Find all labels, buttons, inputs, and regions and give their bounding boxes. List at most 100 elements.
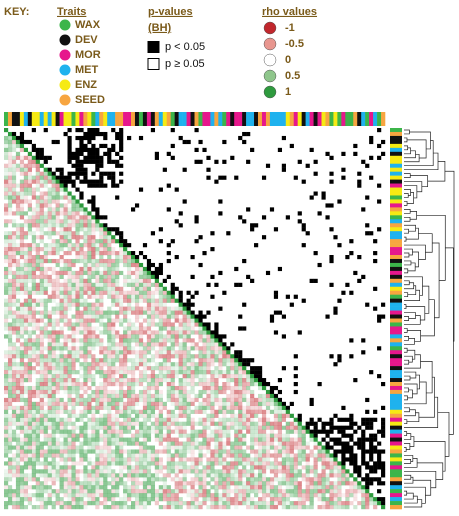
rho-cell (19, 354, 25, 359)
rho-cell (226, 374, 231, 379)
rho-cell (79, 417, 84, 422)
rho-cell (222, 425, 227, 430)
p-cell (119, 171, 124, 176)
rho-cell (349, 481, 354, 486)
rho-cell (87, 437, 92, 442)
p-cell (341, 453, 346, 458)
rho-cell (99, 449, 104, 454)
rho-cell (170, 465, 175, 470)
rho-cell (198, 370, 203, 375)
rho-cell (83, 501, 88, 506)
rho-cell (206, 497, 211, 502)
rho-cell (142, 342, 148, 347)
rho-cell (127, 385, 132, 391)
p-cell (91, 131, 96, 137)
rho-cell (15, 334, 21, 339)
rho-cell (23, 405, 29, 410)
p-cell (353, 421, 358, 426)
rho-cell (19, 366, 25, 371)
rho-cell (47, 195, 52, 200)
rho-cell (182, 429, 187, 434)
rho-cell (206, 457, 211, 462)
rho-cell (71, 441, 76, 446)
rho-cell (75, 473, 80, 478)
dendrogram-link (406, 412, 420, 423)
rho-cell (7, 199, 13, 204)
diag-cell (349, 473, 354, 478)
rho-cell (198, 429, 203, 434)
rho-cell (162, 370, 167, 375)
p-cell (43, 159, 48, 164)
p-cell (35, 147, 40, 153)
rho-cell (154, 405, 159, 410)
rho-cell (170, 374, 175, 379)
p-cell (91, 179, 96, 184)
p-cell (365, 473, 370, 478)
rho-cell (119, 298, 124, 303)
rho-cell (11, 143, 17, 149)
rho-cell (246, 461, 251, 466)
rho-cell (127, 453, 132, 458)
rho-cell (194, 489, 199, 494)
p-cell (238, 326, 243, 331)
rho-cell (31, 473, 36, 478)
rho-cell (107, 457, 112, 462)
rho-cell (134, 413, 140, 418)
p-cell (250, 366, 255, 371)
rho-cell (111, 413, 116, 418)
rho-cell (35, 298, 40, 303)
rho-cell (19, 314, 25, 319)
rho-cell (71, 425, 76, 430)
rho-cell (63, 258, 68, 264)
rho-cell (11, 255, 17, 260)
rho-cell (166, 409, 171, 414)
rho-cell (154, 298, 159, 303)
rho-cell (178, 366, 183, 371)
rho-cell (43, 326, 48, 331)
rho-cell (142, 461, 148, 466)
rho-cell (138, 489, 144, 494)
p-cell (95, 211, 100, 216)
rho-cell (198, 358, 203, 363)
rho-cell (11, 270, 17, 276)
rho-cell (115, 461, 120, 466)
rho-cell (222, 485, 227, 490)
rho-cell (39, 290, 44, 295)
rho-cell (166, 322, 171, 327)
rho-cell (146, 346, 152, 351)
rho-cell (115, 262, 120, 268)
rho-cell (31, 342, 36, 347)
dendrogram-link (404, 147, 411, 155)
rho-cell (51, 278, 56, 283)
p-cell (361, 445, 366, 450)
rho-cell (146, 382, 152, 387)
rho-cell (214, 433, 219, 438)
rho-cell (269, 493, 275, 498)
trait-bar-cell (390, 131, 402, 137)
rho-cell (91, 366, 96, 371)
trait-bar-cell (390, 465, 402, 470)
rho-cell (194, 505, 199, 510)
rho-cell (134, 409, 140, 414)
rho-cell (19, 147, 25, 153)
p-cell (329, 227, 334, 232)
rho-cell (258, 465, 263, 470)
rho-cell (214, 477, 219, 482)
rho-cell (305, 465, 310, 470)
rho-cell (115, 393, 120, 399)
rho-cell (297, 457, 302, 462)
rho-cell (146, 378, 152, 383)
rho-cell (142, 449, 148, 454)
rho-cell (162, 445, 167, 450)
p-cell (230, 342, 235, 347)
rho-cell (285, 437, 290, 442)
rho-cell (15, 441, 21, 446)
rho-cell (35, 437, 40, 442)
p-cell (123, 243, 128, 248)
diag-cell (103, 227, 108, 232)
p-cell (182, 302, 187, 307)
p-cell (357, 278, 362, 283)
rho-cell (7, 457, 13, 462)
rho-cell (178, 362, 183, 367)
rho-cell (7, 421, 13, 426)
